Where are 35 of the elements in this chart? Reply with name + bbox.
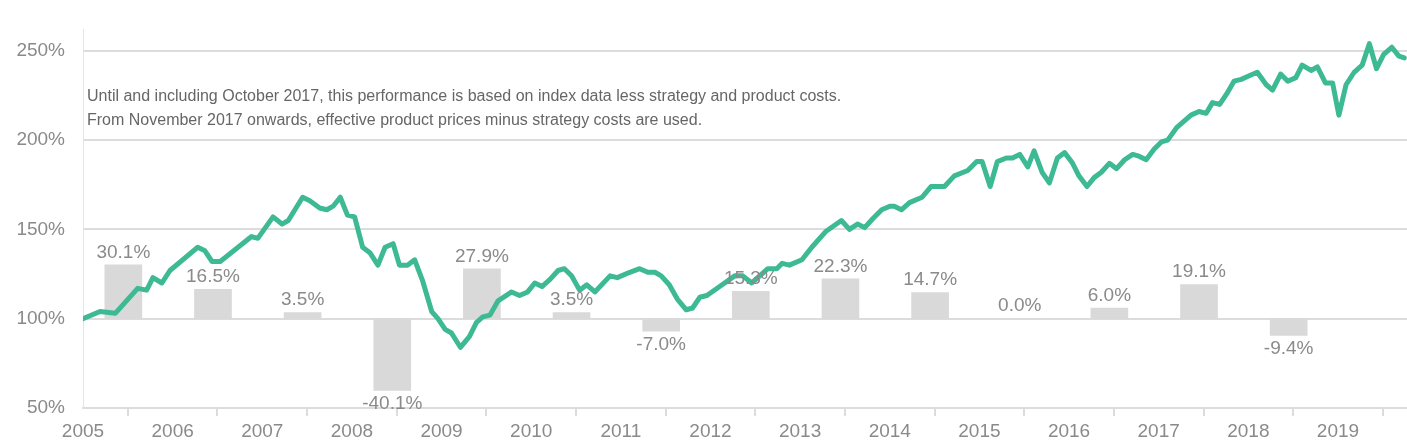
x-tick-label: 2017 xyxy=(1137,419,1180,441)
data-label: 3.5% xyxy=(280,288,325,310)
x-tick-label: 2019 xyxy=(1316,419,1360,441)
x-tick-label: 2005 xyxy=(61,419,105,441)
x-tick-label: 2007 xyxy=(241,419,284,441)
x-tick-label: 2014 xyxy=(868,419,912,441)
x-tick-label: 2013 xyxy=(778,419,822,441)
y-tick-label: 50% xyxy=(26,396,66,418)
y-tick-label: 100% xyxy=(16,306,66,328)
annotation: Until and including October 2017, this performance is based on index data less strategy and product costs. xyxy=(87,86,842,104)
data-label: -9.4% xyxy=(1263,337,1314,359)
annotation: From November 2017 onwards, effective product prices minus strategy costs are used. xyxy=(87,110,703,128)
x-tick-label: 2012 xyxy=(689,419,732,441)
y-tick-label: 250% xyxy=(16,39,66,61)
x-tick-label: 2006 xyxy=(151,419,194,441)
x-tick-label: 2015 xyxy=(958,419,1001,441)
data-label: -40.1% xyxy=(362,392,423,414)
data-label: 22.3% xyxy=(813,254,868,276)
data-label: 19.1% xyxy=(1172,260,1227,282)
x-tick-label: 2010 xyxy=(510,419,553,441)
x-tick-label: 2008 xyxy=(330,419,374,441)
data-label: 3.5% xyxy=(549,288,594,310)
data-label: -7.0% xyxy=(636,332,687,354)
data-label: 0.0% xyxy=(998,294,1042,316)
data-label: 27.9% xyxy=(454,244,509,266)
data-label: 16.5% xyxy=(186,264,241,286)
data-label: 14.7% xyxy=(903,268,958,290)
x-tick-label: 2018 xyxy=(1227,419,1270,441)
data-label: 6.0% xyxy=(1087,283,1132,305)
y-tick-label: 200% xyxy=(16,128,66,150)
x-tick-label: 2016 xyxy=(1047,419,1091,441)
data-label: 30.1% xyxy=(96,240,151,262)
x-tick-label: 2009 xyxy=(420,419,463,441)
x-tick-label: 2011 xyxy=(600,419,642,441)
y-tick-label: 150% xyxy=(16,217,66,239)
